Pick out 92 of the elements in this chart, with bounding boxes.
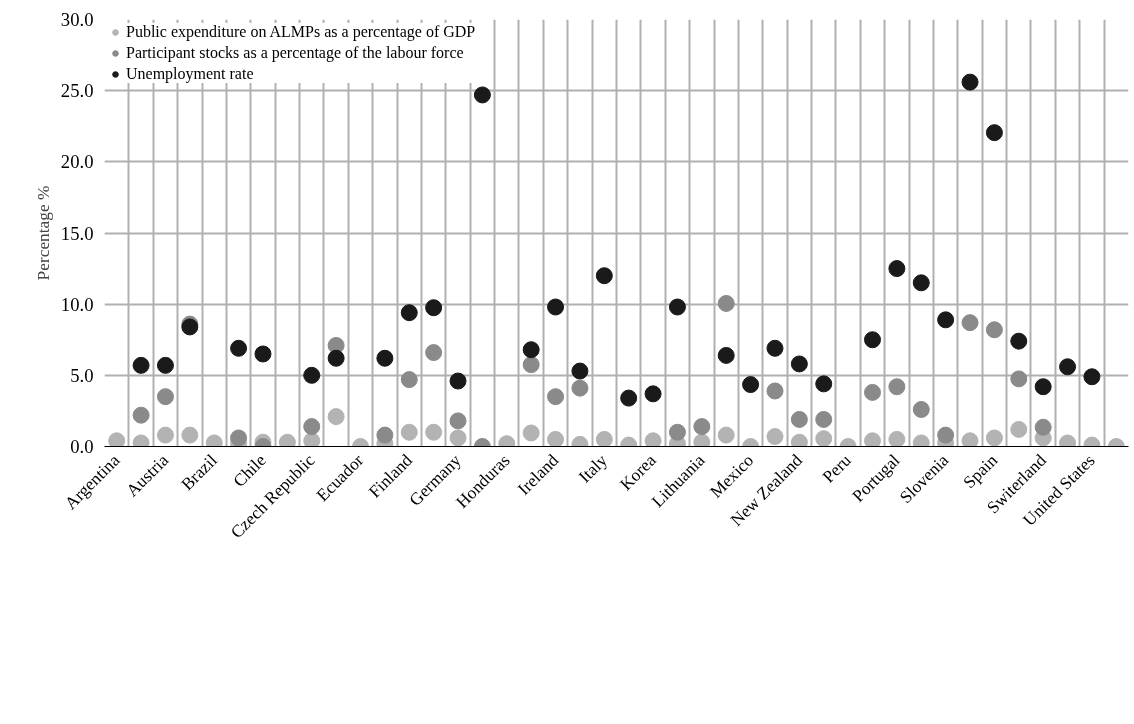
y-tick-label: 20.0: [60, 151, 94, 173]
point: [376, 349, 394, 367]
point: [961, 73, 979, 91]
point: [668, 423, 686, 441]
point: [961, 432, 979, 447]
point: [254, 345, 272, 363]
point: [888, 378, 906, 396]
point: [815, 430, 833, 447]
point: [156, 388, 174, 406]
y-tick-label: 15.0: [60, 222, 94, 244]
point: [961, 314, 979, 332]
point: [449, 412, 467, 430]
point: [985, 124, 1003, 142]
point: [766, 428, 784, 446]
point: [400, 423, 418, 441]
point: [230, 339, 248, 357]
point: [717, 346, 735, 364]
point: [668, 298, 686, 316]
point: [790, 410, 808, 428]
y-tick-label: 5.0: [70, 364, 94, 386]
y-tick-label: 30.0: [60, 9, 94, 30]
point: [790, 355, 808, 373]
point: [571, 362, 589, 380]
point: [1083, 368, 1101, 386]
point: [327, 349, 345, 367]
point: [303, 418, 321, 436]
point: [400, 304, 418, 322]
point: [303, 366, 321, 384]
point: [1010, 420, 1028, 438]
point: [766, 382, 784, 400]
point: [425, 423, 443, 441]
y-tick-label: 0.0: [70, 436, 94, 457]
point: [376, 426, 394, 444]
point: [815, 375, 833, 393]
point: [547, 298, 565, 316]
point: [1034, 378, 1052, 396]
point: [864, 383, 881, 401]
point: [181, 426, 199, 444]
point: [1034, 418, 1052, 436]
point: [473, 86, 491, 104]
x-tick-label: Peru: [818, 450, 856, 487]
point: [400, 371, 418, 389]
point: [156, 426, 174, 444]
point: [425, 344, 443, 362]
y-tick-label: 10.0: [60, 293, 94, 315]
point: [547, 388, 565, 406]
point: [1010, 332, 1028, 350]
x-tick-label: Chile: [229, 450, 270, 491]
point: [327, 408, 345, 426]
point: [985, 429, 1003, 447]
point: [132, 356, 150, 374]
legend-label: Public expenditure on ALMPs as a percentage of GDP: [126, 23, 476, 41]
point: [108, 432, 126, 447]
point: [937, 426, 955, 444]
point: [912, 401, 930, 418]
y-axis-title: Percentage %: [33, 185, 53, 281]
y-tick-label: 25.0: [60, 80, 94, 102]
point: [864, 331, 881, 349]
point: [717, 426, 735, 444]
point: [547, 430, 565, 447]
point: [644, 385, 662, 403]
legend-label: Participant stocks as a percentage of the labour force: [126, 44, 464, 62]
point: [595, 267, 613, 285]
point: [815, 410, 833, 428]
point: [522, 341, 540, 359]
point: [717, 294, 735, 312]
point: [132, 406, 150, 424]
point: [912, 274, 930, 292]
point: [449, 372, 467, 390]
point: [620, 389, 638, 407]
point: [1010, 370, 1028, 388]
point: [425, 299, 443, 317]
point: [303, 432, 321, 447]
point: [766, 339, 784, 357]
point: [522, 424, 540, 442]
point: [864, 432, 881, 447]
point: [888, 260, 906, 278]
point: [644, 432, 662, 447]
point: [985, 321, 1003, 339]
point: [156, 356, 174, 374]
point: [595, 430, 613, 447]
point: [693, 418, 711, 436]
point: [571, 379, 589, 397]
point: [888, 430, 906, 447]
point: [230, 429, 248, 447]
point: [937, 311, 955, 329]
point: [742, 376, 760, 394]
point: [449, 429, 467, 447]
legend-label: Unemployment rate: [126, 65, 254, 83]
point: [1059, 358, 1077, 376]
x-tick-label: Italy: [575, 450, 612, 487]
point: [522, 356, 540, 374]
